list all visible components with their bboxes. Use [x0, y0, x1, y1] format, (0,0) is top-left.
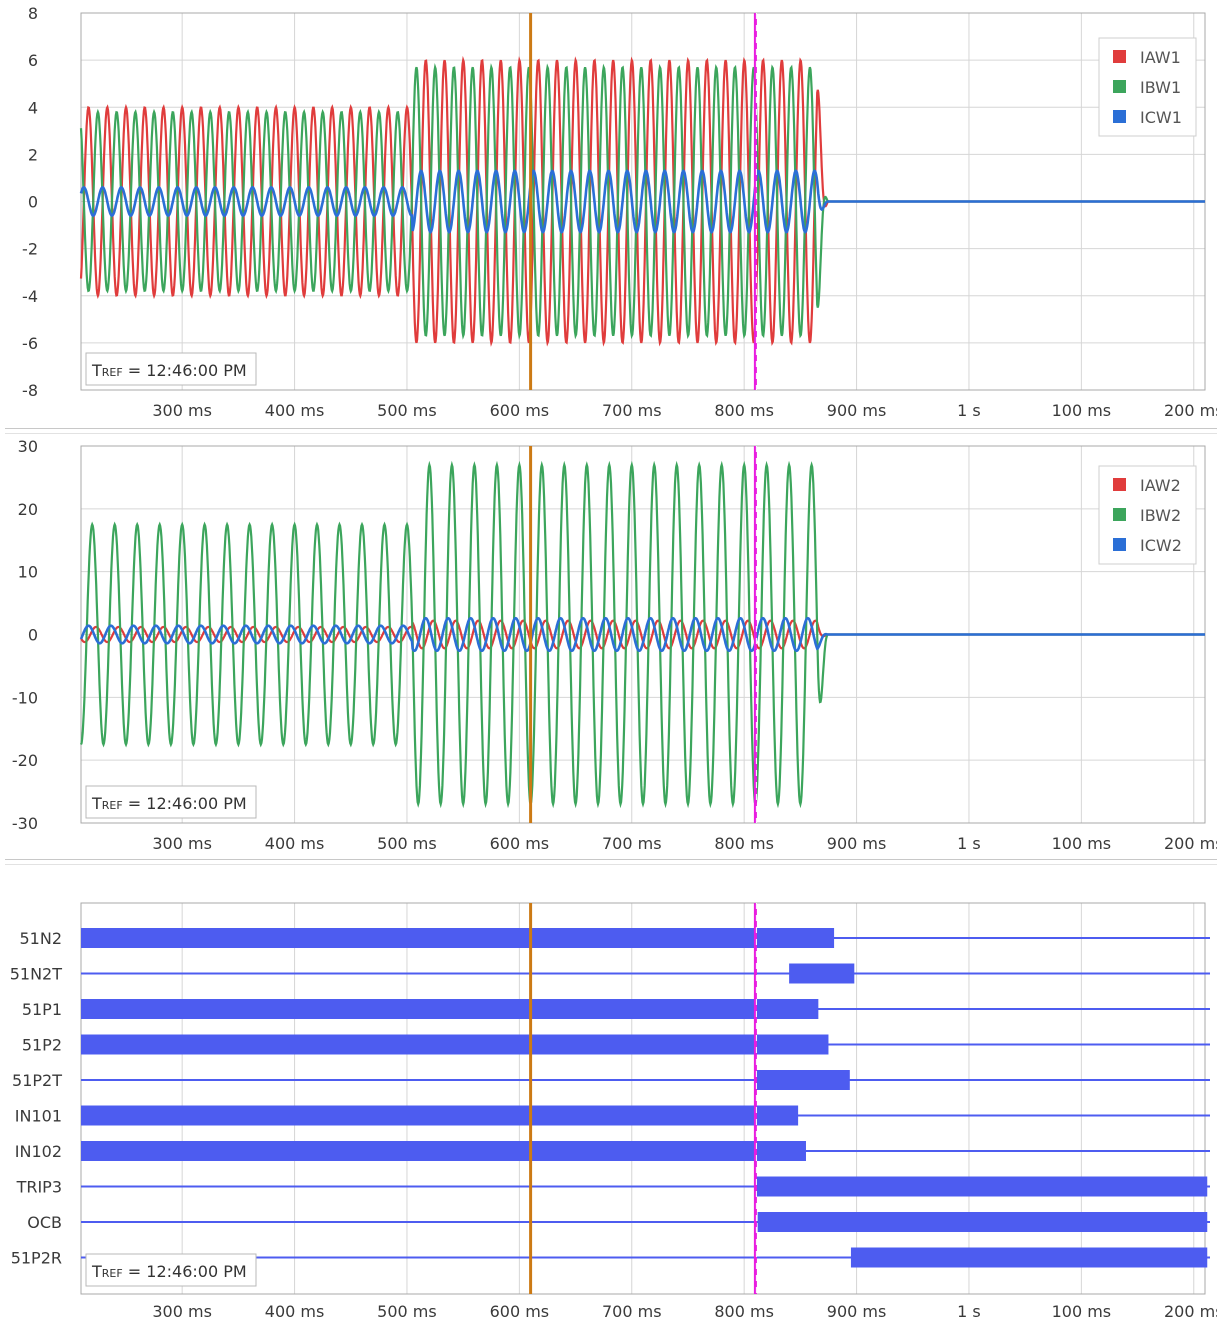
- plot-frame: [80, 902, 1206, 1295]
- panel-divider: [5, 428, 1217, 434]
- tref-label-3: TREF = 12:46:00 PM: [91, 1262, 247, 1281]
- x-tick-label: 400 ms: [265, 401, 325, 420]
- analog-panel-1: 8 6 4 2 0 -2 -4 -6 -8 300 ms 400 ms 500 ms 600 ms 70…: [0, 0, 1217, 425]
- active-bar-trip3: [755, 1176, 1208, 1197]
- channel-label: TRIP3: [16, 1178, 62, 1197]
- x-tick-label: 100 ms: [1052, 834, 1112, 853]
- channel-label: 51P2T: [12, 1071, 62, 1090]
- trace-icw1: [79, 169, 1205, 234]
- y-tick-label: 4: [28, 98, 38, 117]
- x-tick-label: 400 ms: [265, 834, 325, 853]
- active-bar-51n2t: [789, 963, 855, 984]
- y-tick-label: 30: [18, 437, 38, 456]
- x-tick-label: 400 ms: [265, 1302, 325, 1321]
- channel-label: OCB: [27, 1213, 62, 1232]
- x-tick-label: 500 ms: [377, 401, 437, 420]
- y-tick-label: -6: [22, 334, 38, 353]
- x-tick-label: 100 ms: [1052, 401, 1112, 420]
- legend-swatch: [1113, 538, 1126, 551]
- x-tick-label: 300 ms: [152, 1302, 212, 1321]
- digital-panel: 51N2 51N2T 51P1 51P2 51P2T IN101 IN102 TRIP3 OCB…: [0, 866, 1217, 1324]
- y-tick-label: -2: [22, 240, 38, 259]
- x-tick-label: 600 ms: [490, 401, 550, 420]
- y-tick-label: 0: [28, 193, 38, 212]
- legend-swatch: [1113, 50, 1126, 63]
- y-tick-label: -20: [12, 751, 38, 770]
- tref-box-3: TREF = 12:46:00 PM: [85, 1253, 257, 1287]
- channel-label: 51P2: [22, 1036, 62, 1055]
- panel-divider: [5, 859, 1217, 865]
- y-tick-label: -30: [12, 814, 38, 833]
- trace-icw2: [79, 616, 1205, 653]
- x-tick-label: 300 ms: [152, 401, 212, 420]
- legend-swatch: [1113, 508, 1126, 521]
- active-bar-in101: [81, 1105, 799, 1126]
- channel-label: 51P2R: [11, 1249, 62, 1268]
- legend-swatch: [1113, 478, 1126, 491]
- x-tick-label: 600 ms: [490, 1302, 550, 1321]
- active-bar-51p2r: [850, 1247, 1208, 1268]
- x-tick-label: 1 s: [957, 1302, 981, 1321]
- y-tick-label: -4: [22, 287, 38, 306]
- active-bar-ocb: [757, 1212, 1208, 1232]
- legend-swatch: [1113, 110, 1126, 123]
- y-tick-label: 10: [18, 563, 38, 582]
- x-tick-label: 800 ms: [714, 401, 774, 420]
- channel-label: 51P1: [22, 1000, 62, 1019]
- channel-label: IN102: [15, 1142, 62, 1161]
- analog-chart-1[interactable]: 8 6 4 2 0 -2 -4 -6 -8 300 ms 400 ms 500 ms 600 ms 70…: [0, 0, 1217, 425]
- x-tick-label: 200 ms: [1164, 834, 1217, 853]
- legend-label: IAW1: [1140, 48, 1181, 67]
- y-tick-label: 6: [28, 51, 38, 70]
- active-bar-51n2: [81, 928, 835, 948]
- legend-label: IBW1: [1140, 78, 1181, 97]
- tref-label-1: TREF = 12:46:00 PM: [91, 361, 247, 380]
- x-tick-label: 700 ms: [602, 401, 662, 420]
- legend-label: IBW2: [1140, 506, 1181, 525]
- x-tick-label: 200 ms: [1164, 401, 1217, 420]
- x-tick-label: 700 ms: [602, 834, 662, 853]
- tref-label-2: TREF = 12:46:00 PM: [91, 794, 247, 813]
- digital-chart[interactable]: 51N2 51N2T 51P1 51P2 51P2T IN101 IN102 TRIP3 OCB…: [0, 866, 1217, 1324]
- x-tick-label: 800 ms: [714, 1302, 774, 1321]
- x-tick-label: 200 ms: [1164, 1302, 1217, 1321]
- legend-label: ICW2: [1140, 536, 1182, 555]
- x-tick-label: 100 ms: [1052, 1302, 1112, 1321]
- active-bar-51p1: [81, 999, 819, 1019]
- x-tick-label: 1 s: [957, 834, 981, 853]
- y-tick-label: 8: [28, 4, 38, 23]
- y-tick-label: -10: [12, 688, 38, 707]
- legend-label: ICW1: [1140, 108, 1182, 127]
- legend-2: IAW2 IBW2 ICW2: [1098, 465, 1197, 565]
- channel-label: 51N2T: [10, 965, 63, 984]
- x-tick-label: 900 ms: [827, 1302, 887, 1321]
- x-tick-label: 600 ms: [490, 834, 550, 853]
- active-bar-in102: [81, 1141, 806, 1161]
- y-tick-label: 2: [28, 145, 38, 164]
- tref-box-2: TREF = 12:46:00 PM: [85, 785, 257, 819]
- x-tick-label: 500 ms: [377, 834, 437, 853]
- y-tick-label: 20: [18, 500, 38, 519]
- analog-chart-2[interactable]: 30 20 10 0 -10 -20 -30 300 ms 400 ms 500 ms 600 m…: [0, 433, 1217, 858]
- channel-label: 51N2: [19, 929, 62, 948]
- legend-label: IAW2: [1140, 476, 1181, 495]
- legend-1: IAW1 IBW1 ICW1: [1098, 37, 1197, 137]
- x-tick-label: 1 s: [957, 401, 981, 420]
- tref-box-1: TREF = 12:46:00 PM: [85, 352, 257, 386]
- x-tick-label: 900 ms: [827, 834, 887, 853]
- x-tick-label: 900 ms: [827, 401, 887, 420]
- x-tick-label: 700 ms: [602, 1302, 662, 1321]
- x-tick-label: 300 ms: [152, 834, 212, 853]
- channel-label: IN101: [15, 1107, 62, 1126]
- x-tick-label: 500 ms: [377, 1302, 437, 1321]
- active-bar-51p2: [81, 1034, 829, 1055]
- legend-swatch: [1113, 80, 1126, 93]
- y-tick-label: 0: [28, 626, 38, 645]
- y-tick-label: -8: [22, 381, 38, 400]
- active-bar-51p2t: [755, 1070, 850, 1090]
- analog-panel-2: 30 20 10 0 -10 -20 -30 300 ms 400 ms 500 ms 600 m…: [0, 433, 1217, 858]
- x-tick-label: 800 ms: [714, 834, 774, 853]
